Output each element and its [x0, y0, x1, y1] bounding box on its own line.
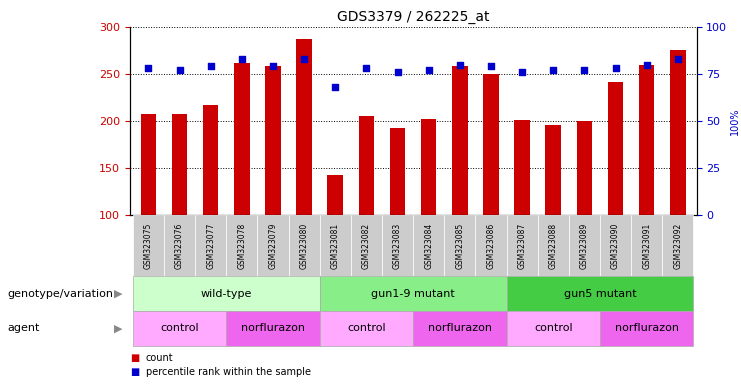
Text: GSM323084: GSM323084 [424, 223, 433, 269]
Point [610, 65, 622, 71]
Text: genotype/variation: genotype/variation [7, 289, 113, 299]
Point [641, 61, 653, 68]
Point [454, 61, 466, 68]
Bar [452, 66, 468, 215]
Bar [421, 119, 436, 215]
Point [579, 67, 591, 73]
Text: GSM323076: GSM323076 [175, 223, 184, 269]
Point [391, 69, 403, 75]
Point [329, 84, 341, 90]
Title: GDS3379 / 262225_at: GDS3379 / 262225_at [337, 10, 489, 25]
Bar [545, 125, 561, 215]
Point [672, 56, 684, 62]
Text: GSM323091: GSM323091 [642, 223, 651, 269]
Text: GSM323087: GSM323087 [518, 223, 527, 269]
Text: GSM323079: GSM323079 [268, 223, 277, 269]
Point [516, 69, 528, 75]
Text: count: count [146, 353, 173, 363]
Text: control: control [160, 323, 199, 333]
Bar [639, 65, 654, 215]
Point [173, 67, 185, 73]
Text: GSM323086: GSM323086 [487, 223, 496, 269]
Text: GSM323085: GSM323085 [455, 223, 465, 269]
Bar [234, 63, 250, 215]
Y-axis label: 100%: 100% [730, 107, 740, 135]
Text: GSM323083: GSM323083 [393, 223, 402, 269]
Text: ■: ■ [130, 366, 139, 377]
Bar [576, 121, 592, 215]
Point [205, 63, 216, 70]
Point [298, 56, 310, 62]
Text: GSM323078: GSM323078 [237, 223, 246, 269]
Text: gun1-9 mutant: gun1-9 mutant [371, 289, 455, 299]
Text: ■: ■ [130, 353, 139, 363]
Text: control: control [534, 323, 573, 333]
Bar [390, 129, 405, 215]
Point [548, 67, 559, 73]
Point [485, 63, 497, 70]
Point [236, 56, 247, 62]
Bar [608, 83, 623, 215]
Text: GSM323075: GSM323075 [144, 223, 153, 269]
Text: GSM323077: GSM323077 [206, 223, 215, 269]
Text: control: control [347, 323, 386, 333]
Bar [265, 66, 281, 215]
Text: GSM323092: GSM323092 [674, 223, 682, 269]
Bar [328, 175, 343, 215]
Point [423, 67, 435, 73]
Text: GSM323082: GSM323082 [362, 223, 371, 269]
Point [142, 65, 154, 71]
Bar [141, 114, 156, 215]
Bar [670, 50, 685, 215]
Text: gun5 mutant: gun5 mutant [564, 289, 637, 299]
Point [360, 65, 372, 71]
Text: GSM323089: GSM323089 [580, 223, 589, 269]
Text: wild-type: wild-type [201, 289, 252, 299]
Text: norflurazon: norflurazon [241, 323, 305, 333]
Text: GSM323080: GSM323080 [299, 223, 308, 269]
Text: agent: agent [7, 323, 40, 333]
Text: percentile rank within the sample: percentile rank within the sample [146, 366, 311, 377]
Text: GSM323088: GSM323088 [549, 223, 558, 269]
Bar [172, 114, 187, 215]
Text: norflurazon: norflurazon [615, 323, 679, 333]
Text: ▶: ▶ [114, 289, 122, 299]
Bar [483, 74, 499, 215]
Bar [359, 116, 374, 215]
Text: norflurazon: norflurazon [428, 323, 492, 333]
Bar [296, 39, 312, 215]
Text: GSM323090: GSM323090 [611, 223, 620, 269]
Text: ▶: ▶ [114, 323, 122, 333]
Bar [514, 120, 530, 215]
Point [267, 63, 279, 70]
Text: GSM323081: GSM323081 [330, 223, 339, 269]
Bar [203, 105, 219, 215]
